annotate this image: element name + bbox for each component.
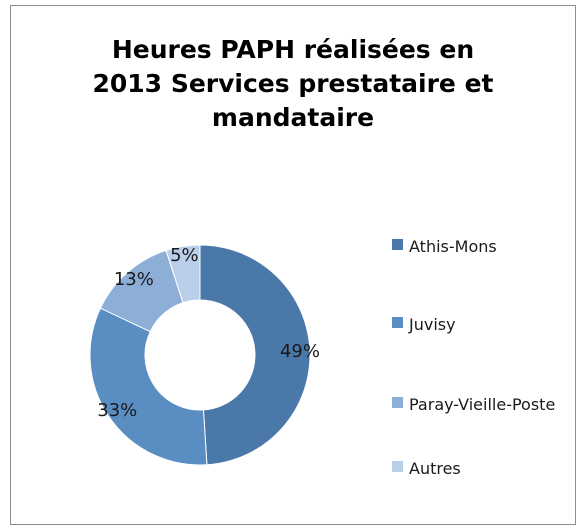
donut-slice [165,244,201,304]
legend-item: Autres [392,457,559,481]
legend-label: Athis-Mons [409,237,497,256]
legend-item: Juvisy [392,313,559,337]
legend-swatch [392,239,403,250]
legend-label: Juvisy [409,315,456,334]
page: Heures PAPH réalisées en 2013 Services p… [10,5,576,525]
legend-item: Athis-Mons [392,235,559,259]
donut-slice [199,244,311,466]
chart-subtitle: Services prestataire et mandataire [170,69,494,132]
data-label: 13% [114,269,154,290]
legend-item: Paray-Vieille-Poste [392,393,559,417]
legend-label: Paray-Vieille-Poste [409,395,556,414]
chart-title-block: Heures PAPH réalisées en 2013 Services p… [73,33,513,135]
donut-slice [89,307,208,466]
data-label: 49% [280,341,320,362]
legend-swatch [392,461,403,472]
chart-title: Heures PAPH réalisées en 2013 [92,35,475,98]
legend-swatch [392,397,403,408]
chart: 49% 33% 13% 5% [89,244,320,466]
data-label: 33% [97,400,137,421]
legend-swatch [392,317,403,328]
legend-label: Autres [409,459,461,478]
data-label: 5% [170,245,199,266]
